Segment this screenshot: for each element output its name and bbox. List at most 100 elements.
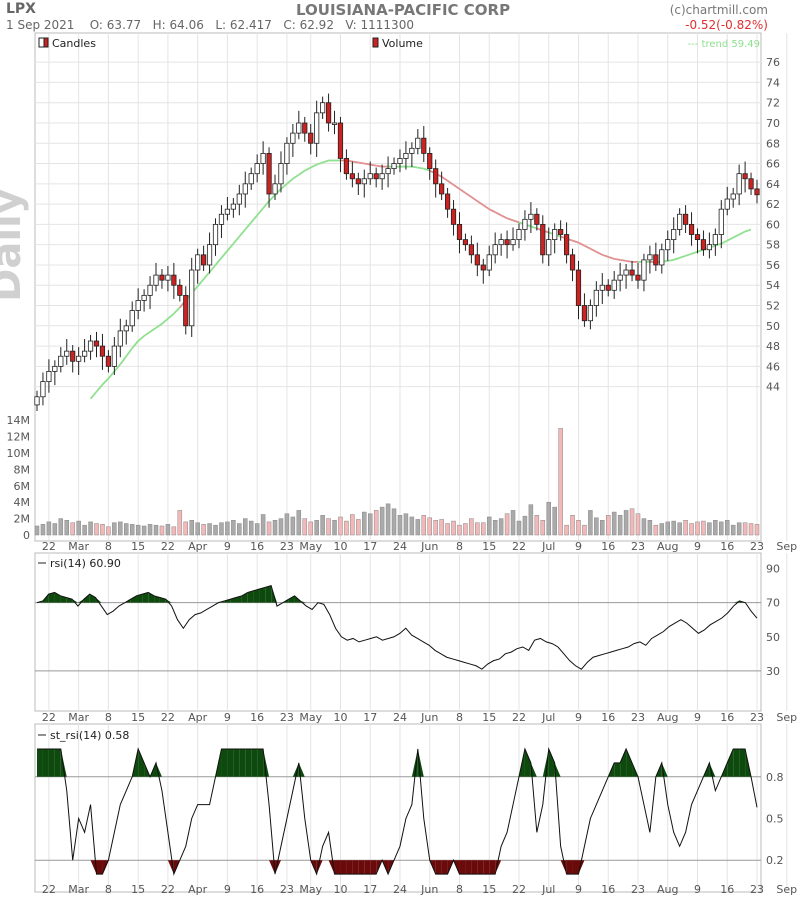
x-tick-label: 23 bbox=[280, 711, 294, 724]
trend-segment bbox=[441, 175, 449, 182]
rsi-overbought-fill bbox=[72, 599, 78, 603]
volume-bar bbox=[677, 522, 682, 536]
strsi-overbought-fill bbox=[548, 748, 555, 777]
volume-bar bbox=[165, 524, 171, 536]
x-tick-label: 22 bbox=[42, 540, 56, 553]
rsi-overbought-fill bbox=[142, 592, 149, 603]
low-label: L: bbox=[215, 18, 227, 32]
volume-bar bbox=[207, 523, 212, 536]
volume-legend-label: Volume bbox=[382, 37, 423, 50]
volume-bar bbox=[272, 519, 278, 536]
x-tick-label: Jul bbox=[541, 540, 555, 553]
candle-body bbox=[337, 122, 344, 159]
strsi-overbought-fill bbox=[245, 748, 252, 777]
volume-bar bbox=[570, 515, 575, 536]
x-tick-label: 10 bbox=[333, 883, 347, 896]
candle-body bbox=[552, 229, 558, 241]
candle-body bbox=[266, 153, 272, 195]
volume-bar bbox=[129, 524, 135, 536]
x-tick-label: Mar bbox=[68, 540, 89, 553]
price-tick-label: 46 bbox=[766, 360, 780, 373]
credit-label: (c)chartmill.com bbox=[669, 3, 768, 17]
x-tick-label: 8 bbox=[456, 883, 463, 896]
trend-segment bbox=[506, 217, 514, 222]
x-tick-label: Jul bbox=[541, 883, 555, 896]
candle-body bbox=[480, 264, 486, 271]
trend-segment bbox=[482, 204, 490, 210]
volume-bar bbox=[284, 513, 290, 536]
trend-segment bbox=[143, 331, 151, 337]
candle-body bbox=[534, 213, 540, 225]
volume-bar bbox=[141, 525, 147, 536]
volume-bar bbox=[314, 519, 319, 536]
x-tick-label: 8 bbox=[456, 711, 463, 724]
candle-body bbox=[314, 112, 320, 144]
candle-body bbox=[462, 239, 469, 246]
candle-body bbox=[325, 102, 332, 124]
strsi-oversold-fill bbox=[566, 860, 573, 875]
x-tick-label: 22 bbox=[161, 711, 175, 724]
x-tick-label: 16 bbox=[720, 711, 734, 724]
candle-body bbox=[516, 229, 522, 241]
rsi-plot bbox=[35, 584, 761, 672]
high-label: H: bbox=[152, 18, 166, 32]
trend-segment bbox=[572, 239, 579, 244]
trend-segment bbox=[607, 255, 615, 260]
trend-line bbox=[89, 159, 752, 400]
rsi-overbought-fill bbox=[48, 592, 55, 603]
volume-bar bbox=[135, 524, 141, 536]
trend-segment bbox=[464, 192, 472, 198]
x-tick-label: Jul bbox=[541, 711, 555, 724]
volume-bar bbox=[362, 511, 367, 536]
x-tick-label: Mar bbox=[68, 883, 89, 896]
strsi-overbought-fill bbox=[156, 762, 162, 777]
candle-body bbox=[415, 137, 421, 149]
x-tick-label: 23 bbox=[631, 883, 645, 896]
candle-body bbox=[605, 284, 611, 291]
volume-bar bbox=[451, 520, 456, 536]
volume-bar bbox=[403, 513, 409, 536]
candle-body bbox=[177, 284, 183, 296]
volume-legend-swatch bbox=[372, 37, 379, 48]
trend-segment bbox=[250, 214, 258, 223]
rsi-tick-label: 50 bbox=[766, 631, 780, 644]
trend-segment bbox=[667, 259, 674, 262]
candle-body bbox=[748, 178, 754, 190]
strsi-overbought-fill bbox=[733, 748, 740, 777]
volume-bar bbox=[231, 519, 236, 536]
trend-segment bbox=[720, 239, 728, 245]
candle-body bbox=[522, 218, 528, 230]
candle-body bbox=[320, 102, 326, 114]
candle-body bbox=[397, 158, 403, 164]
candle-body bbox=[444, 193, 451, 210]
x-tick-label: 22 bbox=[161, 883, 175, 896]
trend-segment bbox=[364, 162, 371, 166]
volume-value: 1111300 bbox=[360, 18, 414, 32]
volume-bar bbox=[730, 524, 736, 536]
candle-body bbox=[617, 274, 623, 281]
trend-segment bbox=[220, 250, 229, 259]
candle-body bbox=[665, 239, 671, 251]
candle-body bbox=[641, 259, 647, 281]
trend-segment bbox=[715, 242, 722, 247]
x-tick-label: May bbox=[299, 883, 322, 896]
candle-body bbox=[682, 213, 689, 225]
volume-bar bbox=[112, 522, 117, 536]
trend-segment bbox=[578, 241, 585, 247]
volume-bar bbox=[46, 521, 52, 536]
trend-segment bbox=[292, 173, 300, 180]
rsi-overbought-fill bbox=[54, 592, 61, 603]
x-tick-label: 16 bbox=[250, 540, 264, 553]
candle-body bbox=[439, 183, 445, 195]
x-tick-label: May bbox=[299, 711, 322, 724]
trend-segment bbox=[304, 166, 312, 172]
x-tick-label: 15 bbox=[131, 540, 145, 553]
trend-segment bbox=[411, 165, 418, 169]
candle-body bbox=[76, 355, 82, 362]
rsi-overbought-fill bbox=[288, 595, 295, 603]
candle-body bbox=[236, 193, 242, 205]
close-label: C: bbox=[283, 18, 296, 32]
volume-bar bbox=[671, 520, 676, 536]
strsi-oversold-fill bbox=[441, 860, 448, 875]
candle-body bbox=[159, 274, 165, 281]
